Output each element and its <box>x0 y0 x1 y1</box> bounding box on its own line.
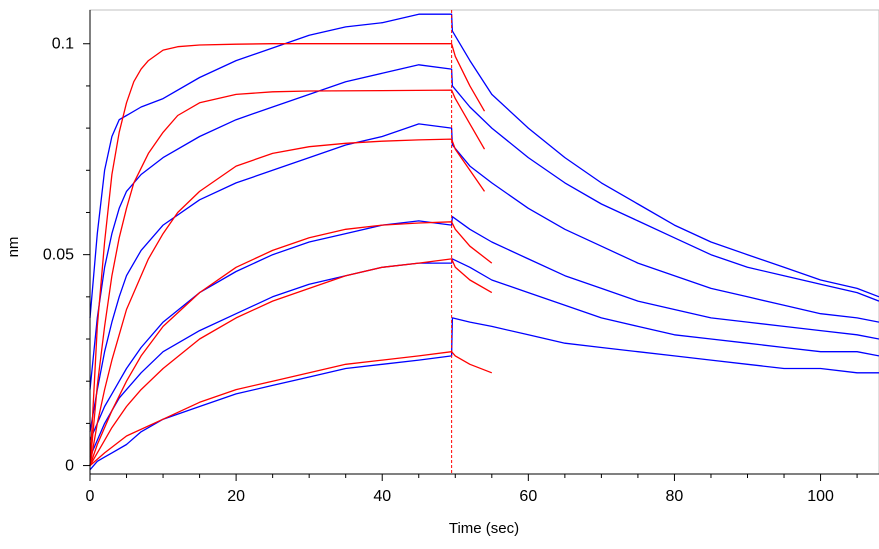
fit-curve-11 <box>89 258 493 466</box>
y-tick-label: 0 <box>65 458 74 475</box>
measured-curve-5 <box>89 258 879 458</box>
measured-curve-2 <box>89 64 879 390</box>
y-tick-label: 0.1 <box>52 36 74 53</box>
x-tick-label: 20 <box>227 488 245 505</box>
x-axis-title: Time (sec) <box>449 520 519 537</box>
y-axis-title: nm <box>5 237 22 258</box>
measured-curve-3 <box>89 123 879 432</box>
x-tick-label: 40 <box>373 488 391 505</box>
x-tick-label: 80 <box>666 488 684 505</box>
y-tick-label: 0.05 <box>43 247 74 264</box>
fit-curve-12 <box>89 351 493 467</box>
fit-curve-7 <box>89 43 486 466</box>
x-tick-label: 100 <box>807 488 834 505</box>
axis-layer: 0 20 40 60 80 100 0 0.05 0.1 <box>43 10 879 505</box>
x-tick-label: 0 <box>86 488 95 505</box>
plot-frame <box>89 9 879 475</box>
x-tick-label: 60 <box>519 488 537 505</box>
fit-curve-10 <box>89 221 493 466</box>
measured-curve-1 <box>89 13 879 318</box>
fit-curve-9 <box>89 138 486 466</box>
